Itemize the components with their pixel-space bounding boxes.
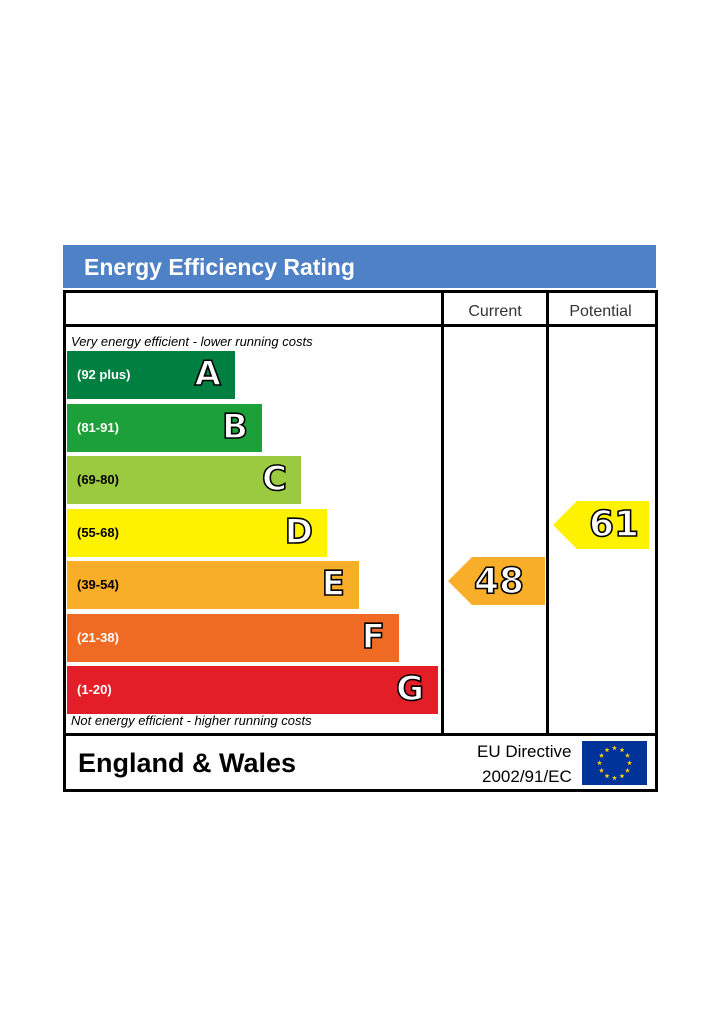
directive-line2: 2002/91/EC	[482, 767, 572, 786]
bottom-note: Not energy efficient - higher running co…	[71, 713, 312, 728]
current-column-divider	[441, 290, 444, 736]
band-e: (39-54) E	[67, 561, 359, 609]
band-d-range: (55-68)	[77, 524, 119, 540]
footer-divider	[63, 733, 656, 736]
title-banner: Energy Efficiency Rating	[63, 245, 656, 288]
flag-star	[619, 747, 625, 753]
flag-star	[619, 773, 625, 779]
band-d-letter: D	[284, 511, 314, 553]
band-f: (21-38) F	[67, 613, 399, 662]
flag-star	[627, 760, 632, 766]
potential-column-divider	[546, 290, 549, 736]
band-g-range: (1-20)	[77, 682, 112, 697]
band-a: (92 plus) A	[67, 351, 235, 399]
band-c: (69-80) C	[67, 456, 301, 504]
band-b-letter: B	[221, 406, 249, 448]
flag-star	[599, 752, 604, 758]
band-d: (55-68) D	[67, 508, 327, 557]
flag-star	[612, 775, 617, 781]
current-column-header: Current	[468, 303, 522, 320]
header-divider	[63, 324, 656, 327]
current-rating-value: 48	[473, 560, 525, 603]
rating-frame	[63, 290, 658, 792]
band-c-letter: C	[261, 458, 288, 500]
band-b-range: (81-91)	[77, 419, 119, 435]
flag-star	[612, 745, 617, 751]
band-a-letter: A	[194, 353, 222, 395]
flag-star	[604, 747, 610, 753]
flag-star	[604, 773, 610, 779]
flag-star	[597, 760, 602, 766]
chart-title: Energy Efficiency Rating	[84, 254, 355, 280]
top-note: Very energy efficient - lower running co…	[71, 334, 313, 349]
band-a-range: (92 plus)	[77, 367, 131, 382]
region-label: England & Wales	[78, 748, 297, 778]
current-arrow-shape	[448, 557, 545, 605]
band-g-letter: G	[395, 668, 425, 710]
flag-star	[625, 752, 630, 758]
band-e-range: (39-54)	[77, 577, 119, 592]
band-f-letter: F	[361, 616, 386, 658]
flag-star	[599, 767, 604, 773]
potential-rating-value: 61	[588, 503, 640, 546]
band-f-range: (21-38)	[77, 629, 119, 645]
current-rating-arrow: 48	[448, 557, 545, 605]
potential-column-header: Potential	[569, 303, 632, 320]
directive-line1: EU Directive	[477, 742, 572, 761]
band-g: (1-20) G	[67, 666, 438, 714]
flag-star	[625, 767, 630, 773]
eu-flag-icon	[582, 741, 647, 785]
band-b: (81-91) B	[67, 403, 262, 452]
band-c-range: (69-80)	[77, 472, 119, 487]
potential-rating-arrow: 61	[553, 500, 650, 549]
band-e-letter: E	[321, 563, 346, 605]
potential-arrow-shape	[553, 500, 649, 549]
